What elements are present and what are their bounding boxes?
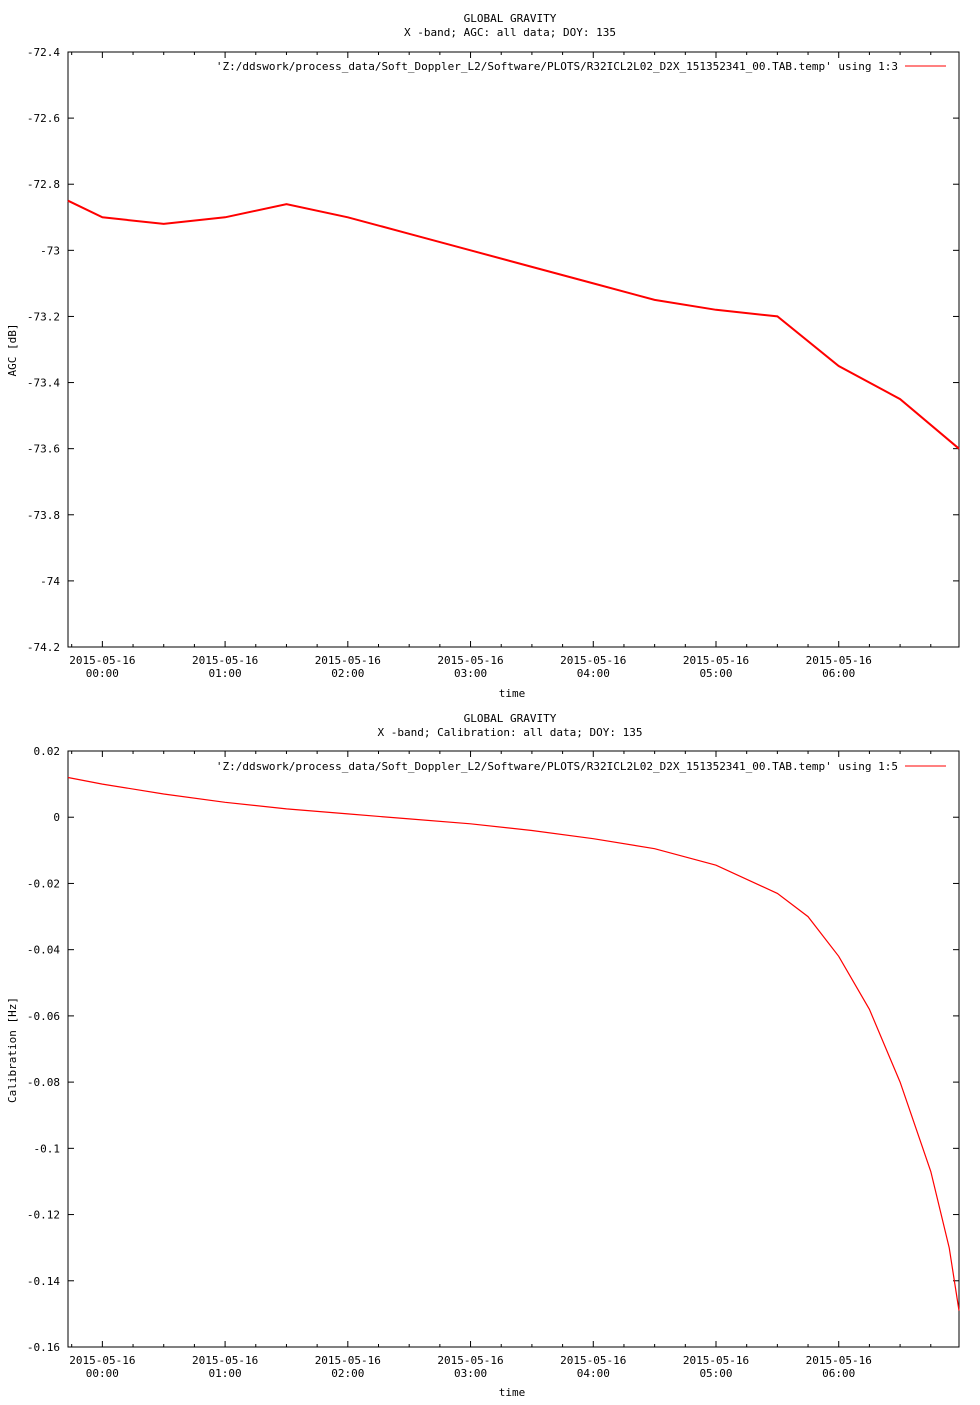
x-tick-label-time: 00:00: [86, 1367, 119, 1380]
chart-panel-agc: GLOBAL GRAVITY X -band; AGC: all data; D…: [6, 12, 960, 700]
x-tick-label-time: 06:00: [822, 667, 855, 680]
series-line: [67, 776, 960, 1311]
x-tick-label-time: 01:00: [209, 667, 242, 680]
y-tick-label: -73.4: [27, 377, 60, 390]
chart-subtitle: X -band; Calibration: all data; DOY: 135: [378, 726, 643, 739]
x-tick-label-time: 01:00: [209, 1367, 242, 1380]
y-tick-label: -74: [40, 575, 60, 588]
x-tick-label-date: 2015-05-16: [69, 654, 135, 667]
x-tick-label-time: 05:00: [699, 1367, 732, 1380]
x-tick-label-time: 05:00: [699, 667, 732, 680]
y-tick-label: -0.12: [27, 1209, 60, 1222]
x-tick-group: 2015-05-1600:002015-05-1601:002015-05-16…: [69, 751, 932, 1380]
y-tick-group: -72.4 -72.6 -72.8 -73 -73.2 -73.4 -73.6 -73.8 -7…: [27, 46, 959, 654]
x-tick-label-date: 2015-05-16: [560, 654, 626, 667]
chart-title: GLOBAL GRAVITY: [464, 12, 557, 25]
chart-subtitle: X -band; AGC: all data; DOY: 135: [404, 26, 616, 39]
x-tick-label-date: 2015-05-16: [192, 654, 258, 667]
y-axis-label: AGC [dB]: [6, 324, 19, 377]
x-tick-label-date: 2015-05-16: [437, 1354, 503, 1367]
x-tick-label-time: 06:00: [822, 1367, 855, 1380]
x-tick-label-date: 2015-05-16: [315, 1354, 381, 1367]
y-tick-label: -73: [40, 244, 60, 257]
x-tick-label-date: 2015-05-16: [683, 1354, 749, 1367]
x-tick-label-date: 2015-05-16: [315, 654, 381, 667]
x-tick-label-date: 2015-05-16: [69, 1354, 135, 1367]
series-line: [67, 199, 960, 450]
x-tick-label-time: 02:00: [331, 667, 364, 680]
chart-title: GLOBAL GRAVITY: [464, 712, 557, 725]
y-tick-label: -73.6: [27, 443, 60, 456]
x-tick-label-date: 2015-05-16: [192, 1354, 258, 1367]
x-tick-label-time: 03:00: [454, 1367, 487, 1380]
y-tick-label: -73.8: [27, 509, 60, 522]
y-tick-label: -0.04: [27, 944, 60, 957]
y-tick-label: -0.02: [27, 877, 60, 890]
y-tick-label: -0.08: [27, 1076, 60, 1089]
y-tick-label: 0: [53, 811, 60, 824]
legend-label: 'Z:/ddswork/process_data/Soft_Doppler_L2…: [216, 60, 898, 73]
series-agc: [67, 199, 960, 450]
y-tick-label: 0.02: [34, 745, 61, 758]
x-tick-label-date: 2015-05-16: [560, 1354, 626, 1367]
x-tick-label-date: 2015-05-16: [683, 654, 749, 667]
x-axis-label: time: [499, 687, 526, 700]
x-tick-label-time: 02:00: [331, 1367, 364, 1380]
y-tick-label: -72.6: [27, 112, 60, 125]
y-tick-label: -72.4: [27, 46, 60, 59]
x-tick-label-time: 04:00: [577, 1367, 610, 1380]
x-tick-group: 2015-05-1600:002015-05-1601:002015-05-16…: [69, 52, 932, 680]
y-axis-label: Calibration [Hz]: [6, 997, 19, 1103]
x-tick-label-date: 2015-05-16: [437, 654, 503, 667]
y-tick-label: -0.14: [27, 1275, 60, 1288]
series-calibration: [67, 776, 960, 1311]
x-tick-label-date: 2015-05-16: [806, 1354, 872, 1367]
x-tick-label-time: 00:00: [86, 667, 119, 680]
x-tick-label-time: 04:00: [577, 667, 610, 680]
y-tick-group: 0.02 0 -0.02 -0.04 -0.06 -0.08 -0.1 -0.12 -0.14 -…: [27, 745, 959, 1354]
x-axis-label: time: [499, 1386, 526, 1399]
x-tick-label-time: 03:00: [454, 667, 487, 680]
x-tick-label-date: 2015-05-16: [806, 654, 872, 667]
plot-frame: [67, 51, 960, 648]
y-tick-label: -0.16: [27, 1341, 60, 1354]
legend-label: 'Z:/ddswork/process_data/Soft_Doppler_L2…: [216, 760, 898, 773]
plot-frame: [67, 750, 960, 1348]
chart-panel-calibration: GLOBAL GRAVITY X -band; Calibration: all…: [6, 712, 960, 1399]
y-tick-label: -74.2: [27, 641, 60, 654]
y-tick-label: -73.2: [27, 310, 60, 323]
y-tick-label: -0.1: [34, 1142, 61, 1155]
y-tick-label: -72.8: [27, 178, 60, 191]
y-tick-label: -0.06: [27, 1010, 60, 1023]
